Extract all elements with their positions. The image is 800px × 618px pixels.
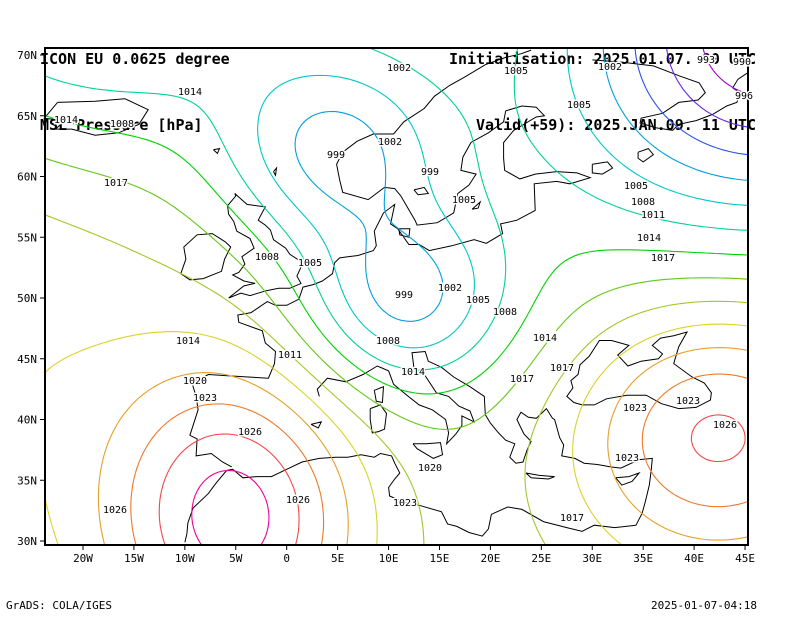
contour-label: 1023 <box>623 403 647 414</box>
lon-axis-label: 10E <box>379 552 399 565</box>
isobar-999 <box>294 47 749 322</box>
contour-label: 1005 <box>452 195 476 206</box>
init-time-label: Initialisation: 2025.01.07. 00 UTC <box>448 50 756 68</box>
contour-label: 1005 <box>466 295 490 306</box>
lon-axis-label: 45E <box>735 552 755 565</box>
contour-label: 1011 <box>278 350 302 361</box>
lat-axis-label: 30N <box>17 535 37 548</box>
isobar-996 <box>634 47 749 156</box>
isobar-1008 <box>44 115 749 395</box>
contour-label: 1017 <box>104 178 128 189</box>
field-title: MSL Pressure [hPa] <box>40 116 203 134</box>
contour-label: 999 <box>395 290 413 301</box>
contour-label: 1020 <box>183 376 207 387</box>
lon-axis-label: 30E <box>582 552 602 565</box>
contour-label: 1002 <box>598 62 622 73</box>
contour-label: 1020 <box>418 463 442 474</box>
isobar-1005 <box>44 47 749 371</box>
contour-label: 1008 <box>493 307 517 318</box>
contour-label: 1014 <box>533 333 557 344</box>
title-block-left: ICON EU 0.0625 degree MSL Pressure [hPa] <box>40 4 230 180</box>
contour-label: 993 <box>697 55 715 66</box>
lat-axis-label: 55N <box>17 231 37 244</box>
contour-label: 1014 <box>54 115 78 126</box>
isobar-990 <box>702 47 749 95</box>
lat-axis-label: 65N <box>17 110 37 123</box>
contour-label: 999 <box>421 167 439 178</box>
isobar-1017 <box>44 323 749 546</box>
contour-label: 1014 <box>176 336 200 347</box>
contour-label: 1026 <box>103 505 127 516</box>
lat-axis-label: 40N <box>17 414 37 427</box>
contour-label: 1005 <box>567 100 591 111</box>
contour-label: 1005 <box>504 66 528 77</box>
contour-label: 1023 <box>393 498 417 509</box>
contour-label: 1023 <box>193 393 217 404</box>
contour-label: 1008 <box>255 252 279 263</box>
model-title: ICON EU 0.0625 degree <box>40 50 230 68</box>
contour-label: 1008 <box>376 336 400 347</box>
isobar-1020 <box>97 347 749 546</box>
contour-label: 1023 <box>676 396 700 407</box>
lat-axis-label: 60N <box>17 171 37 184</box>
lat-axis-label: 50N <box>17 292 37 305</box>
contour-label: 999 <box>327 150 345 161</box>
isobar-1023 <box>130 373 749 546</box>
lat-axis-label: 45N <box>17 353 37 366</box>
contour-label: 1026 <box>286 495 310 506</box>
contour-label: 1014 <box>178 87 202 98</box>
contour-label: 1017 <box>560 513 584 524</box>
contour-label: 1002 <box>438 283 462 294</box>
lon-axis-label: 40E <box>684 552 704 565</box>
contour-label: 1017 <box>550 363 574 374</box>
isobar-1029 <box>191 469 270 546</box>
contour-label: 996 <box>735 91 753 102</box>
isobar-1026 <box>158 414 746 546</box>
lon-axis-label: 15E <box>430 552 450 565</box>
contour-label: 1002 <box>387 63 411 74</box>
contour-label: 1008 <box>110 119 134 130</box>
lat-axis-label: 35N <box>17 474 37 487</box>
contour-label: 1026 <box>713 420 737 431</box>
contour-label: 1008 <box>631 197 655 208</box>
isobar-1002 <box>257 48 749 349</box>
contour-label: 1014 <box>637 233 661 244</box>
coastlines <box>43 49 748 543</box>
grads-credit: GrADS: COLA/IGES <box>6 599 112 612</box>
lon-axis-label: 15W <box>124 552 144 565</box>
contour-label: 1002 <box>378 137 402 148</box>
creation-timestamp: 2025-01-07-04:18 <box>651 599 757 612</box>
contour-label: 1026 <box>238 427 262 438</box>
isobar-1014 <box>44 214 749 546</box>
contour-label: 1023 <box>615 453 639 464</box>
contour-label: 1017 <box>510 374 534 385</box>
lon-axis-label: 35E <box>633 552 653 565</box>
contour-label: 1014 <box>401 367 425 378</box>
contour-label: 1005 <box>624 181 648 192</box>
map-frame <box>44 47 749 546</box>
contour-label: 1011 <box>641 210 665 221</box>
contour-label: 1005 <box>298 258 322 269</box>
isobar-1011 <box>44 157 749 430</box>
lon-axis-label: 10W <box>175 552 195 565</box>
isobars <box>44 47 749 546</box>
lon-axis-label: 0 <box>283 552 290 565</box>
lon-axis-label: 20E <box>480 552 500 565</box>
contour-label: 990 <box>733 57 751 68</box>
lon-axis-label: 5W <box>229 552 243 565</box>
lat-axis-label: 70N <box>17 49 37 62</box>
axes: 20W 15W 10W 5W 0 5E 10E 15E 20E 25E 30E 35E 40E 45E 70… <box>17 49 755 565</box>
isobar-labels: 1002 1002 993 990 996 1005 1005 1014 1014 1008 101… <box>52 54 754 526</box>
lon-axis-label: 5E <box>331 552 344 565</box>
isobar-993 <box>666 47 749 128</box>
lon-axis-label: 25E <box>531 552 551 565</box>
contour-label: 1017 <box>651 253 675 264</box>
lon-axis-label: 20W <box>73 552 93 565</box>
